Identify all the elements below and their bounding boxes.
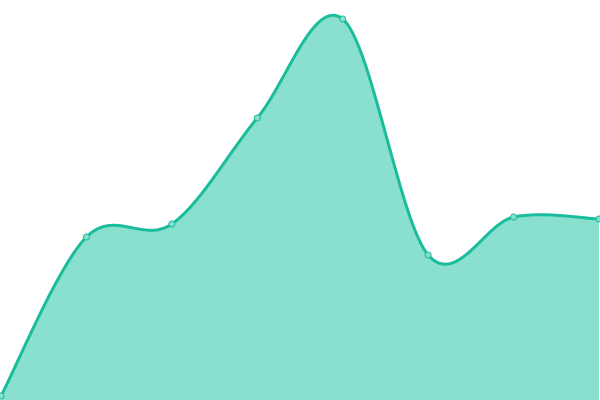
area-fill [1,15,599,400]
data-point-3 [253,114,261,122]
data-points [0,15,600,400]
data-point-6 [510,213,518,221]
data-point-0 [0,392,5,400]
data-point-4 [339,15,347,23]
data-point-1 [82,233,90,241]
data-point-7 [595,215,600,223]
data-point-5 [424,251,432,259]
data-point-2 [168,220,176,228]
